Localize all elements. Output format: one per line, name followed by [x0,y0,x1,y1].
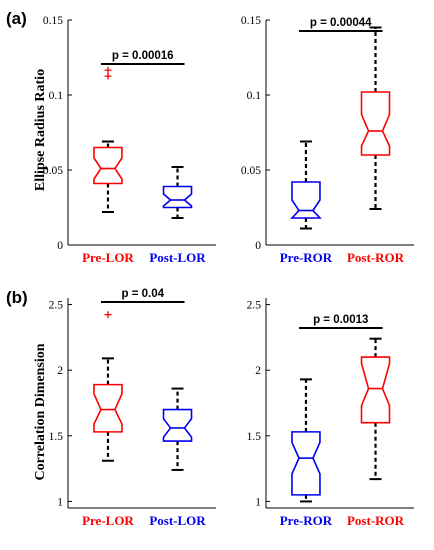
outlier-marker: + [103,308,112,321]
notched-box [162,185,193,209]
category-label: Pre-ROR [280,250,333,265]
ylabel-ellipse-radius-ratio: Ellipse Radius Ratio [33,69,48,191]
y-tick-label: 0 [255,240,261,252]
y-tick-label: 0 [57,240,63,252]
chart-1: 0 0.05 0.1 0.15 ++ Pre-LOR Post-LOR p = 0.00016 [43,15,216,265]
outlier-marker: + [103,70,112,83]
y-tick-label: 1.5 [247,431,262,443]
p-value-label: p = 0.00016 [112,50,174,62]
y-tick-label: 1.5 [49,431,64,443]
box-post-ror [360,337,391,481]
category-label: Pre-LOR [82,250,134,265]
panel-label-a: (a) [6,9,27,28]
category-label: Post-ROR [347,250,405,265]
chart-4: 1 1.5 2 2.5 Pre-ROR Post-ROR p = 0.0013 [247,298,414,528]
notched-box [162,408,193,442]
category-label: Pre-LOR [82,513,134,528]
notched-box [93,146,123,185]
box-post-lor [162,387,193,471]
chart-2: 0 0.05 0.1 0.15 Pre-ROR Post-ROR p = 0.00044 [241,15,414,265]
category-label: Post-ROR [347,513,405,528]
chart-3: 1 1.5 2 2.5 + Pre-LOR Post-LOR p = 0.04 [49,288,216,528]
p-value-label: p = 0.00044 [310,17,372,29]
y-tick-label: 0.1 [49,90,64,102]
y-tick-label: 2.5 [49,300,64,312]
notched-box [360,356,391,424]
notched-box [93,383,123,433]
y-tick-label: 0.05 [43,165,63,177]
p-value-label: p = 0.04 [121,288,164,300]
category-label: Post-LOR [149,250,206,265]
category-label: Post-LOR [149,513,206,528]
y-tick-label: 2 [255,365,261,377]
box-pre-ror [291,378,321,503]
box-post-lor [162,166,193,219]
panel-label-b: (b) [6,288,28,307]
notched-box [360,91,391,156]
box-pre-lor: + [93,308,123,462]
y-tick-label: 1 [57,496,63,508]
outlier-marker: + [103,64,112,77]
box-post-ror [360,26,391,210]
y-tick-label: 0.05 [241,165,261,177]
box-pre-ror [290,140,322,230]
y-tick-label: 0.15 [241,15,261,27]
y-tick-label: 0.1 [247,90,262,102]
y-tick-label: 1 [255,496,261,508]
notched-box [291,431,321,496]
ylabel-correlation-dimension: Correlation Dimension [33,343,48,480]
p-value-label: p = 0.0013 [313,314,368,326]
y-tick-label: 0.15 [43,15,63,27]
category-label: Pre-ROR [280,513,333,528]
y-tick-label: 2.5 [247,300,262,312]
y-tick-label: 2 [57,365,63,377]
box-pre-lor: ++ [93,64,123,213]
notched-box [290,181,322,219]
